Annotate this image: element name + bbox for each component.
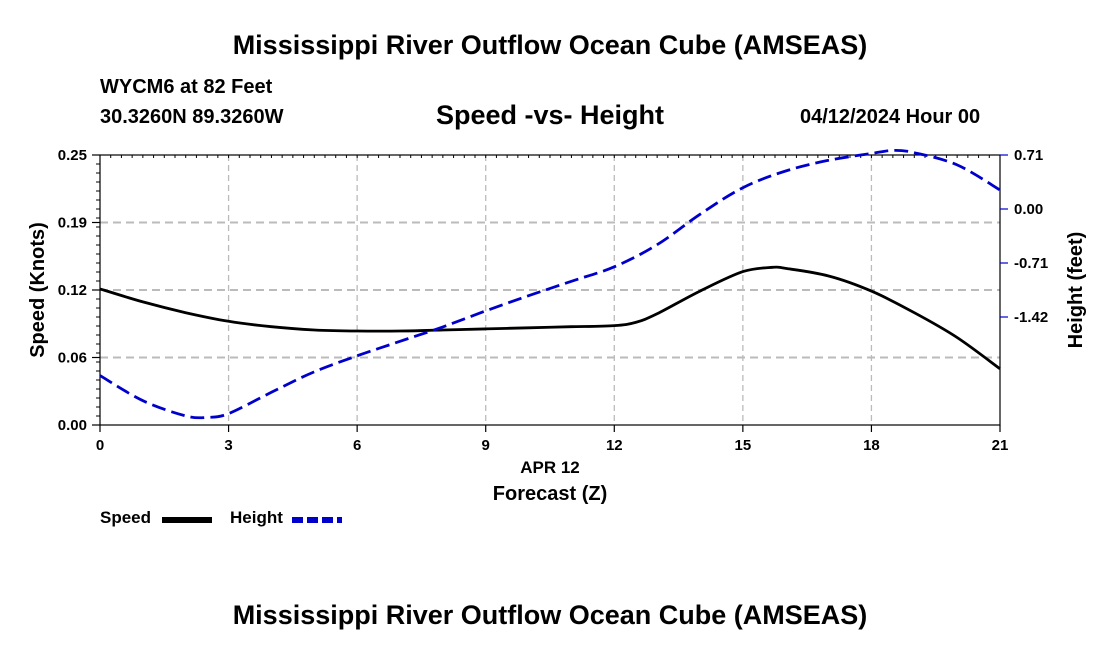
y-tick-label: 0.19 [58,215,87,232]
x-axis-date-label: APR 12 [520,458,580,477]
legend-height-label: Height [230,508,283,527]
y2-tick-label: 0.00 [1014,201,1043,218]
footer-title: Mississippi River Outflow Ocean Cube (AM… [232,600,868,630]
datetime-label: 04/12/2024 Hour 00 [800,106,981,128]
y-tick-label: 0.25 [58,147,87,164]
y-tick-label: 0.06 [58,350,87,367]
y-tick-label: 0.12 [58,282,87,299]
y-axis-title: Speed (Knots) [27,222,49,358]
coordinates-label: 30.3260N 89.3260W [100,106,284,128]
x-tick-label: 0 [96,437,104,454]
x-tick-label: 3 [224,437,232,454]
speed-series-line [99,265,1001,370]
y-axis-right: -1.42 -0.71 0.00 0.71 [1000,147,1048,326]
x-tick-label: 21 [992,437,1009,454]
x-axis-title: Forecast (Z) [493,483,607,505]
x-tick-label: 12 [606,437,623,454]
x-axis: 0 3 6 9 12 15 18 21 [96,425,1009,454]
y2-axis-title: Height (feet) [1065,232,1087,349]
x-tick-label: 6 [353,437,361,454]
station-label: WYCM6 at 82 Feet [100,76,273,98]
grid-lines [100,155,1000,425]
x-tick-label: 18 [863,437,880,454]
chart-subtitle: Speed -vs- Height [435,100,665,130]
y2-tick-label: 0.71 [1014,147,1043,164]
y-tick-label: 0.00 [58,417,87,434]
height-series-line [99,148,1001,420]
y2-tick-label: -1.42 [1014,309,1048,326]
x-tick-label: 15 [735,437,752,454]
x-tick-label: 9 [482,437,490,454]
chart-title: Mississippi River Outflow Ocean Cube (AM… [232,30,868,60]
y2-tick-label: -0.71 [1014,255,1048,272]
legend-speed-label: Speed [100,508,152,527]
y-axis-left: 0.00 0.06 0.12 0.19 0.25 [58,147,100,434]
series-layer [99,148,1001,420]
